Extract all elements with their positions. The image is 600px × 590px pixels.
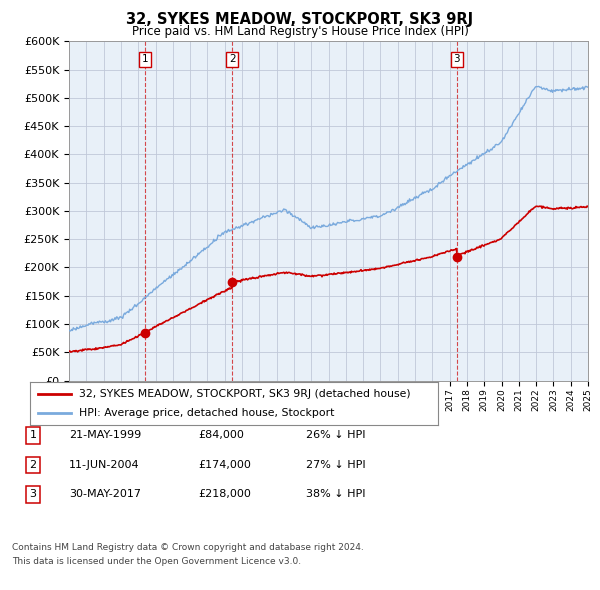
Text: £218,000: £218,000 [198,490,251,499]
Text: Price paid vs. HM Land Registry's House Price Index (HPI): Price paid vs. HM Land Registry's House … [131,25,469,38]
Text: 38% ↓ HPI: 38% ↓ HPI [306,490,365,499]
Text: 3: 3 [454,54,460,64]
Text: HPI: Average price, detached house, Stockport: HPI: Average price, detached house, Stoc… [79,408,334,418]
Text: 30-MAY-2017: 30-MAY-2017 [69,490,141,499]
Text: 1: 1 [142,54,148,64]
Text: £84,000: £84,000 [198,431,244,440]
Text: This data is licensed under the Open Government Licence v3.0.: This data is licensed under the Open Gov… [12,558,301,566]
Text: £174,000: £174,000 [198,460,251,470]
Text: 1: 1 [29,431,37,440]
Text: Contains HM Land Registry data © Crown copyright and database right 2024.: Contains HM Land Registry data © Crown c… [12,543,364,552]
Text: 2: 2 [29,460,37,470]
Text: 32, SYKES MEADOW, STOCKPORT, SK3 9RJ: 32, SYKES MEADOW, STOCKPORT, SK3 9RJ [127,12,473,27]
Text: 26% ↓ HPI: 26% ↓ HPI [306,431,365,440]
Text: 3: 3 [29,490,37,499]
Text: 21-MAY-1999: 21-MAY-1999 [69,431,141,440]
Text: 32, SYKES MEADOW, STOCKPORT, SK3 9RJ (detached house): 32, SYKES MEADOW, STOCKPORT, SK3 9RJ (de… [79,389,410,399]
Text: 27% ↓ HPI: 27% ↓ HPI [306,460,365,470]
Text: 11-JUN-2004: 11-JUN-2004 [69,460,140,470]
Text: 2: 2 [229,54,236,64]
